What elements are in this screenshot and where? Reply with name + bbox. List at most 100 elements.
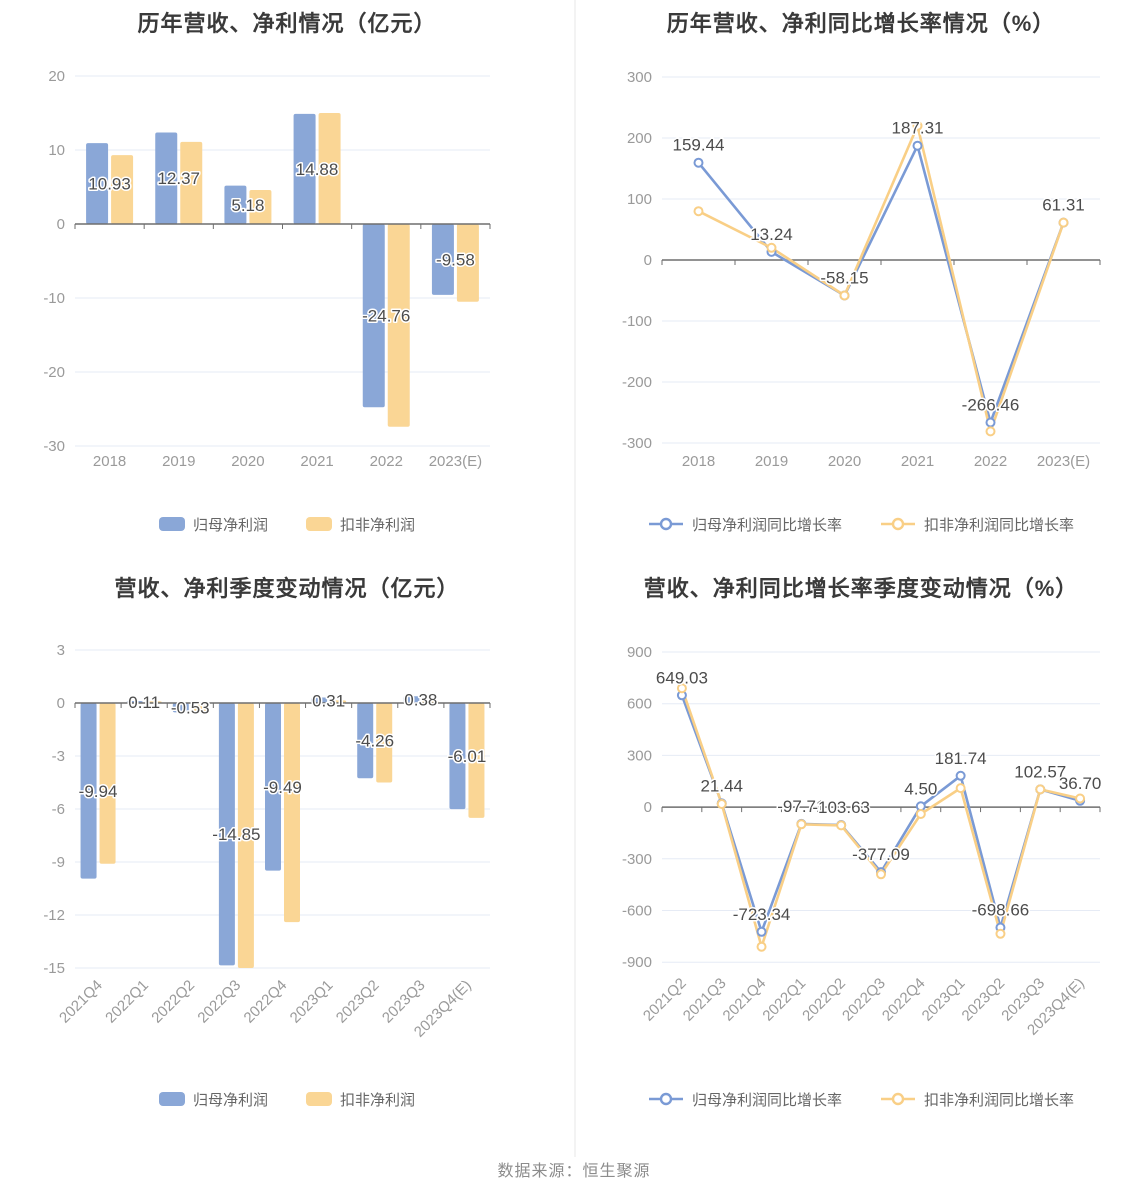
svg-text:14.88: 14.88	[296, 160, 339, 179]
legend-item-deducted-profit-growth[interactable]: 扣非净利润同比增长率	[880, 1089, 1074, 1110]
svg-text:2020: 2020	[231, 453, 264, 470]
svg-text:2019: 2019	[755, 453, 788, 470]
svg-text:-6.01: -6.01	[448, 747, 487, 766]
svg-text:2023Q1: 2023Q1	[287, 977, 337, 1027]
svg-text:-20: -20	[43, 364, 65, 381]
svg-text:2020: 2020	[828, 453, 861, 470]
legend-label: 扣非净利润同比增长率	[924, 516, 1075, 534]
svg-text:-12: -12	[43, 907, 65, 924]
svg-text:2021: 2021	[300, 453, 333, 470]
chart-title: 营收、净利同比增长率季度变动情况（%）	[643, 576, 1079, 601]
svg-text:-9: -9	[52, 854, 65, 871]
lines-layer	[676, 683, 1086, 952]
svg-text:2023Q2: 2023Q2	[333, 977, 383, 1027]
svg-text:-300: -300	[622, 851, 652, 868]
legend-item-deducted-profit[interactable]: 扣非净利润	[306, 1089, 415, 1110]
svg-text:300: 300	[627, 69, 652, 86]
svg-text:2022Q4: 2022Q4	[879, 975, 929, 1025]
legend-item-net-profit-growth[interactable]: 归母净利润同比增长率	[648, 514, 842, 535]
svg-text:3: 3	[57, 642, 65, 659]
quarterly-values-panel: 营收、净利季度变动情况（亿元） 3 0 -3 -6 -9 -12 -15 2021Q4 2022…	[0, 560, 574, 1123]
svg-text:100: 100	[627, 191, 652, 208]
line-swatch-icon	[648, 517, 684, 531]
legend-label: 归母净利润	[192, 1091, 268, 1109]
bar-swatch-icon	[158, 1092, 185, 1106]
svg-text:-3: -3	[52, 748, 65, 765]
chart-legend: 归母净利润同比增长率 扣非净利润同比增长率	[648, 1087, 1074, 1111]
svg-text:187.31: 187.31	[892, 119, 944, 138]
annual-values-panel: 历年营收、净利情况（亿元） 20 10 0 -10 -20 -30 2018 2019 2020…	[0, 0, 574, 560]
svg-text:2019: 2019	[162, 453, 195, 470]
svg-text:20: 20	[48, 68, 65, 85]
svg-text:12.37: 12.37	[157, 169, 200, 188]
svg-text:2021Q2: 2021Q2	[640, 975, 690, 1025]
svg-text:-266.46: -266.46	[962, 396, 1020, 415]
svg-text:181.74: 181.74	[935, 749, 987, 768]
legend-item-net-profit[interactable]: 归母净利润	[158, 514, 268, 535]
bars-layer	[80, 696, 485, 968]
svg-text:-14.85: -14.85	[212, 825, 260, 844]
svg-text:2021Q4: 2021Q4	[720, 975, 770, 1025]
annual-values-bar-chart: 20 10 0 -10 -20 -30 2018 2019 2020 2021 2022 2023(E…	[43, 68, 491, 470]
svg-text:-6: -6	[52, 801, 65, 818]
svg-text:2022Q3: 2022Q3	[839, 975, 889, 1025]
svg-text:2022Q1: 2022Q1	[759, 975, 809, 1025]
svg-text:-600: -600	[622, 903, 652, 920]
svg-text:600: 600	[627, 696, 652, 713]
svg-text:900: 900	[627, 644, 652, 661]
svg-text:0: 0	[644, 799, 652, 816]
legend-item-deducted-profit[interactable]: 扣非净利润	[306, 514, 415, 535]
legend-label: 扣非净利润同比增长率	[924, 1091, 1075, 1109]
svg-text:-30: -30	[43, 438, 65, 455]
lines-layer	[693, 120, 1069, 437]
svg-text:-100: -100	[622, 313, 652, 330]
svg-text:2023(E): 2023(E)	[429, 453, 482, 470]
svg-text:2022Q3: 2022Q3	[194, 977, 244, 1027]
legend-item-net-profit-growth[interactable]: 归母净利润同比增长率	[648, 1089, 842, 1110]
legend-label: 扣非净利润	[340, 516, 416, 534]
legend-item-net-profit[interactable]: 归母净利润	[158, 1089, 268, 1110]
bar-swatch-icon	[158, 517, 185, 531]
svg-text:102.57: 102.57	[1014, 762, 1066, 781]
svg-text:-24.76: -24.76	[362, 307, 410, 326]
svg-text:2022: 2022	[974, 453, 1007, 470]
svg-text:-58.15: -58.15	[820, 268, 868, 287]
svg-text:300: 300	[627, 747, 652, 764]
svg-text:2021Q4: 2021Q4	[56, 977, 106, 1027]
bar-swatch-icon	[306, 1092, 332, 1106]
column-divider	[574, 0, 576, 1157]
legend-label: 扣非净利润	[340, 1091, 416, 1109]
svg-text:0.11: 0.11	[128, 693, 160, 712]
svg-text:0: 0	[644, 252, 652, 269]
svg-text:2021: 2021	[901, 453, 934, 470]
svg-text:0.31: 0.31	[312, 691, 345, 710]
svg-text:-10: -10	[43, 290, 65, 307]
chart-legend: 归母净利润同比增长率 扣非净利润同比增长率	[648, 512, 1074, 536]
legend-item-deducted-profit-growth[interactable]: 扣非净利润同比增长率	[880, 514, 1074, 535]
svg-text:649.03: 649.03	[656, 668, 708, 687]
svg-text:21.44: 21.44	[700, 776, 743, 795]
svg-text:-15: -15	[43, 960, 65, 977]
svg-text:2023Q2: 2023Q2	[959, 975, 1009, 1025]
svg-text:0: 0	[57, 216, 65, 233]
svg-text:-377.09: -377.09	[852, 845, 910, 864]
svg-text:-103.63: -103.63	[812, 798, 870, 817]
svg-text:2022: 2022	[370, 453, 403, 470]
chart-legend: 归母净利润 扣非净利润	[158, 512, 415, 536]
svg-text:-698.66: -698.66	[972, 901, 1030, 920]
svg-text:5.18: 5.18	[231, 196, 264, 215]
svg-text:-900: -900	[622, 954, 652, 971]
svg-text:2018: 2018	[93, 453, 126, 470]
bars-layer	[86, 113, 479, 427]
chart-legend: 归母净利润 扣非净利润	[158, 1087, 415, 1111]
svg-text:2023Q1: 2023Q1	[919, 975, 969, 1025]
svg-text:0: 0	[57, 695, 65, 712]
svg-text:10: 10	[48, 142, 65, 159]
svg-text:2022Q2: 2022Q2	[148, 977, 198, 1027]
svg-text:2021Q3: 2021Q3	[680, 975, 730, 1025]
bar-swatch-icon	[306, 517, 332, 531]
line-swatch-icon	[648, 1092, 684, 1106]
svg-text:2022Q1: 2022Q1	[102, 977, 152, 1027]
